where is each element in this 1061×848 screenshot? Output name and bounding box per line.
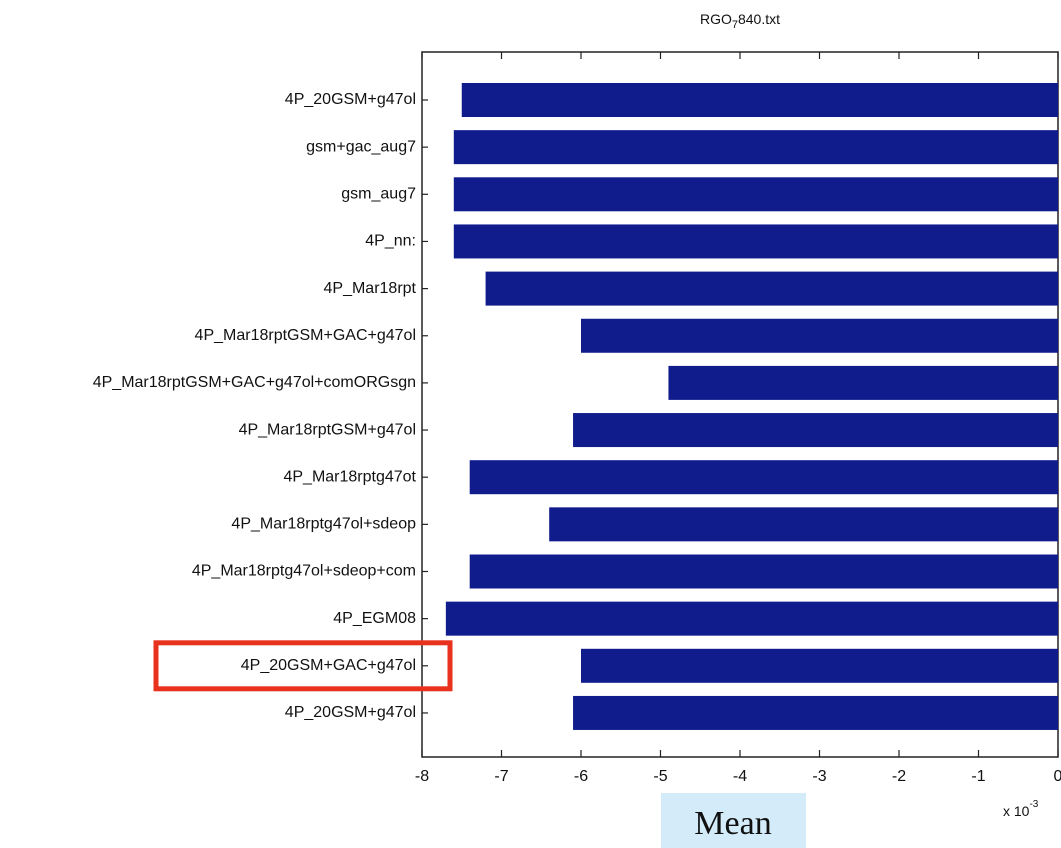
y-tick-label: 4P_20GSM+g47ol — [285, 91, 416, 108]
bar — [461, 83, 1058, 117]
x-tick-label: -3 — [812, 768, 826, 785]
title-main: RGO — [700, 11, 732, 27]
bar — [573, 695, 1058, 730]
multiplier-exponent: -3 — [1029, 799, 1038, 810]
y-tick-label: gsm+gac_aug7 — [306, 138, 416, 155]
y-tick-label: 4P_Mar18rpt — [324, 280, 417, 297]
y-tick-label: 4P_EGM08 — [333, 610, 416, 627]
bar — [453, 224, 1058, 259]
y-tick-label: gsm_aug7 — [341, 186, 416, 203]
bar — [469, 554, 1058, 589]
y-tick-label: 4P_nn: — [365, 233, 416, 250]
y-tick-label: 4P_Mar18rptg47ol+sdeop+com — [192, 563, 416, 580]
x-axis-label: Mean — [694, 805, 771, 842]
x-tick-label: -1 — [971, 768, 985, 785]
multiplier-base: x 10 — [1003, 803, 1030, 819]
bar — [668, 365, 1058, 400]
bar — [485, 271, 1059, 306]
bar — [469, 460, 1058, 495]
x-multiplier: x 10-3 — [1003, 799, 1039, 819]
x-tick-label: -7 — [494, 768, 508, 785]
y-tick-label: 4P_Mar18rptg47ot — [283, 468, 416, 485]
title-suffix: 840.txt — [738, 11, 780, 27]
chart-title: RGO7840.txt — [700, 11, 780, 31]
x-tick-label: -2 — [892, 768, 906, 785]
highlight-box — [153, 640, 453, 692]
bar — [453, 130, 1058, 165]
bar — [581, 318, 1058, 353]
y-tick-label: 4P_Mar18rptGSM+GAC+g47ol+comORGsgn — [93, 374, 416, 391]
x-tick-label: -6 — [574, 768, 588, 785]
bar — [445, 601, 1059, 636]
x-tick-label: -4 — [733, 768, 747, 785]
x-tick-label: -8 — [415, 768, 429, 785]
x-label-background — [661, 793, 806, 848]
y-tick-label: 4P_Mar18rptg47ol+sdeop — [231, 516, 416, 533]
x-tick-label: -5 — [653, 768, 667, 785]
bar — [453, 177, 1058, 212]
y-tick-label: 4P_20GSM+g47ol — [285, 704, 416, 721]
bar — [581, 648, 1058, 683]
y-tick-label: 4P_Mar18rptGSM+g47ol — [239, 421, 416, 438]
y-tick-label: 4P_Mar18rptGSM+GAC+g47ol — [195, 327, 416, 344]
bar — [549, 507, 1058, 542]
x-tick-label: 0 — [1054, 768, 1061, 785]
bar — [573, 413, 1058, 448]
y-tick-label: 4P_20GSM+GAC+g47ol — [241, 657, 416, 674]
title-subscript: 7 — [732, 19, 738, 31]
